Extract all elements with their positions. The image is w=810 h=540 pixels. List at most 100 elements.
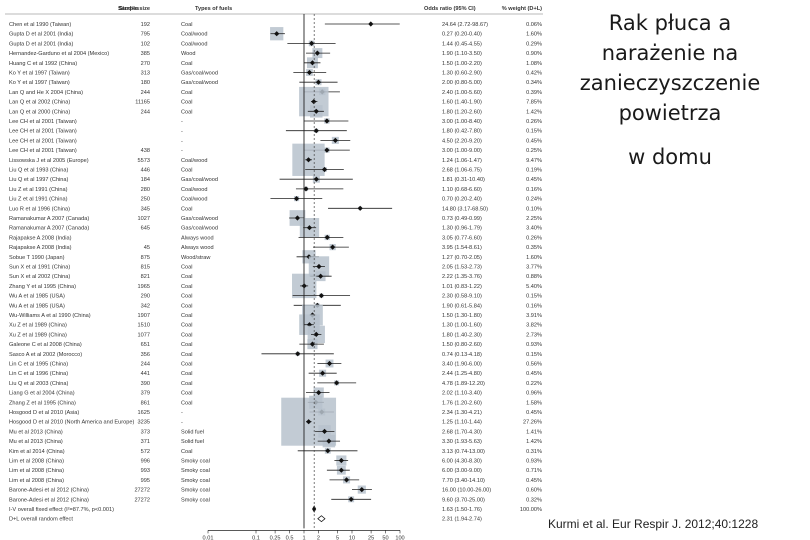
sample-size: 446 — [141, 168, 150, 174]
point-estimate — [330, 244, 336, 250]
odds-ratio-ci: 1.81 (0.31-10.40) — [442, 177, 485, 183]
weight-percent: 0.29% — [526, 41, 542, 47]
weight-percent: 0.15% — [526, 294, 542, 300]
title-line-1: Rak płuca a — [608, 11, 732, 35]
study-row: Lee CH et al 2001 (Taiwan) - 4.50 (2.20-9.… — [9, 136, 542, 144]
study-row: Ramanakumar A 2007 (Canada) 1027 Gas/coal/… — [9, 210, 542, 226]
odds-ratio-ci: 1.80 (1.20-2.60) — [442, 109, 482, 115]
sample-size: 995 — [141, 478, 150, 484]
fuel-type: Coal — [181, 109, 193, 115]
study-label: Lee CH et al 2001 (Taiwan) — [9, 119, 77, 125]
study-row: Wu A et al 1985 (USA) 290 Coal 2.30 (0.58-9… — [9, 293, 542, 300]
odds-ratio-ci: 0.74 (0.13-4.18) — [442, 352, 482, 358]
study-row: Lee CH et al 2001 (Taiwan) 438 - 3.00 (1.00… — [9, 147, 542, 154]
x-tick-label: 0.01 — [203, 535, 214, 540]
point-estimate — [309, 60, 316, 66]
study-label: Liu Q et al 1993 (China) — [9, 168, 69, 174]
odds-ratio-ci: 14.80 (3.17-68.50) — [442, 206, 488, 212]
sample-size: 390 — [141, 381, 150, 387]
study-label: Ramanakumar A 2007 (Canada) — [9, 226, 89, 232]
study-label: Hosgood D et al 2010 (North America and … — [9, 420, 134, 426]
study-row: Zhang Z et al 1995 (China) 861 Coal 1.76 (1… — [9, 395, 542, 409]
study-label: Xu Z et al 1989 (China) — [9, 323, 67, 329]
study-label: Liu Q et al 1997 (China) — [9, 177, 69, 183]
sample-size: 1625 — [138, 410, 150, 416]
fuel-type: Coal — [181, 265, 193, 271]
fuel-type: Smoky coal — [181, 468, 210, 474]
point-estimate — [321, 166, 328, 173]
odds-ratio-ci: 1.80 (0.42-7.80) — [442, 129, 482, 135]
weight-percent: 3.77% — [526, 265, 542, 271]
sample-size: 875 — [141, 255, 150, 261]
point-estimate — [306, 419, 312, 425]
odds-ratio-ci: 2.40 (1.00-5.60) — [442, 90, 482, 96]
weight-percent: 0.31% — [526, 449, 542, 455]
column-header: Types of fuels — [195, 6, 232, 12]
study-row: Liang G et al 2004 (China) 379 Coal 2.02 (1… — [9, 387, 542, 398]
sample-size: 651 — [141, 342, 150, 348]
fuel-type: Coal — [181, 342, 193, 348]
fuel-type: Always wood — [181, 235, 214, 241]
sample-size: 11165 — [135, 100, 150, 106]
sample-size: 270 — [141, 61, 150, 67]
pooled-ci: 2.31 (1.94-2.74) — [442, 517, 482, 523]
sample-size: 821 — [141, 274, 150, 280]
fuel-type: Coal/wood — [181, 158, 207, 164]
sample-size: 379 — [141, 391, 150, 397]
sample-size: 356 — [141, 352, 150, 358]
study-label: Lim et al 2008 (China) — [9, 459, 64, 465]
odds-ratio-ci: 1.76 (1.20-2.60) — [442, 400, 482, 406]
study-label: Hernandez-Garduno et al 2004 (Mexico) — [9, 51, 109, 57]
sample-size: 572 — [141, 449, 150, 455]
point-estimate — [338, 457, 344, 464]
column-header: % weight (D+L) — [502, 6, 542, 12]
odds-ratio-ci: 1.60 (1.40-1.90) — [442, 100, 482, 106]
study-row: Sun X et al 2002 (China) 821 Coal 2.22 (1.3… — [9, 271, 542, 282]
odds-ratio-ci: 1.25 (1.10-1.44) — [442, 420, 482, 426]
column-header: Studies — [119, 6, 139, 12]
weight-percent: 1.58% — [526, 400, 542, 406]
weight-percent: 0.16% — [526, 187, 542, 193]
odds-ratio-ci: 3.05 (0.77-6.60) — [442, 235, 482, 241]
pooled-weight: 100.00% — [520, 507, 542, 513]
study-row: Lissowska J et al 2005 (Europe) 5573 Coal/… — [9, 143, 542, 176]
weight-percent: 0.15% — [526, 352, 542, 358]
weight-percent: 0.15% — [526, 129, 542, 135]
study-label: Rajapakse A 2008 (India) — [9, 245, 72, 251]
sample-size: 373 — [141, 429, 150, 435]
study-row: Lin C et al 1996 (China) 441 Coal 2.44 (1.2… — [9, 369, 542, 377]
odds-ratio-ci: 7.70 (3.40-14.10) — [442, 478, 485, 484]
study-label: Lin C et al 1996 (China) — [9, 371, 68, 377]
odds-ratio-ci: 1.27 (0.70-2.05) — [442, 255, 482, 261]
study-row: Barone-Adesi et al 2012 (China) 27272 Smok… — [9, 485, 542, 494]
weight-percent: 0.19% — [526, 168, 542, 174]
study-label: Ramanakumar A 2007 (Canada) — [9, 216, 89, 222]
odds-ratio-ci: 2.68 (1.70-4.30) — [442, 429, 482, 435]
sample-size: 645 — [141, 226, 150, 232]
title-line-2: narażenie na — [601, 41, 739, 65]
fuel-type: Wood/straw — [181, 255, 211, 261]
fuel-type: Coal — [181, 294, 193, 300]
odds-ratio-ci: 3.95 (1.54-8.61) — [442, 245, 482, 251]
study-row: Lim et al 2008 (China) 996 Smoky coal 6.00 … — [9, 455, 542, 466]
point-estimate — [348, 496, 354, 502]
odds-ratio-ci: 1.30 (0.96-1.79) — [442, 226, 482, 232]
point-estimate — [316, 390, 322, 396]
fuel-type: Coal — [181, 323, 193, 329]
point-estimate — [313, 176, 319, 182]
odds-ratio-ci: 2.34 (1.30-4.21) — [442, 410, 482, 416]
study-row: Galeone C et al 2008 (China) 651 Coal 1.50 … — [9, 339, 542, 350]
sample-size: 861 — [141, 400, 150, 406]
fuel-type: - — [181, 148, 183, 154]
point-estimate — [319, 370, 326, 376]
sample-size: 1510 — [138, 323, 150, 329]
x-tick-label: 2 — [317, 535, 320, 540]
study-label: Zhang Y et al 1995 (China) — [9, 284, 76, 290]
study-row: Gupta D et al 2001 (India) 102 Coal/wood 1.… — [9, 40, 542, 47]
weight-percent: 0.56% — [526, 362, 542, 368]
study-label: Wu-Williams A et al 1990 (China) — [9, 313, 91, 319]
fuel-type: Smoky coal — [181, 459, 210, 465]
point-estimate — [315, 79, 322, 85]
fuel-type: Smoky coal — [181, 497, 210, 503]
